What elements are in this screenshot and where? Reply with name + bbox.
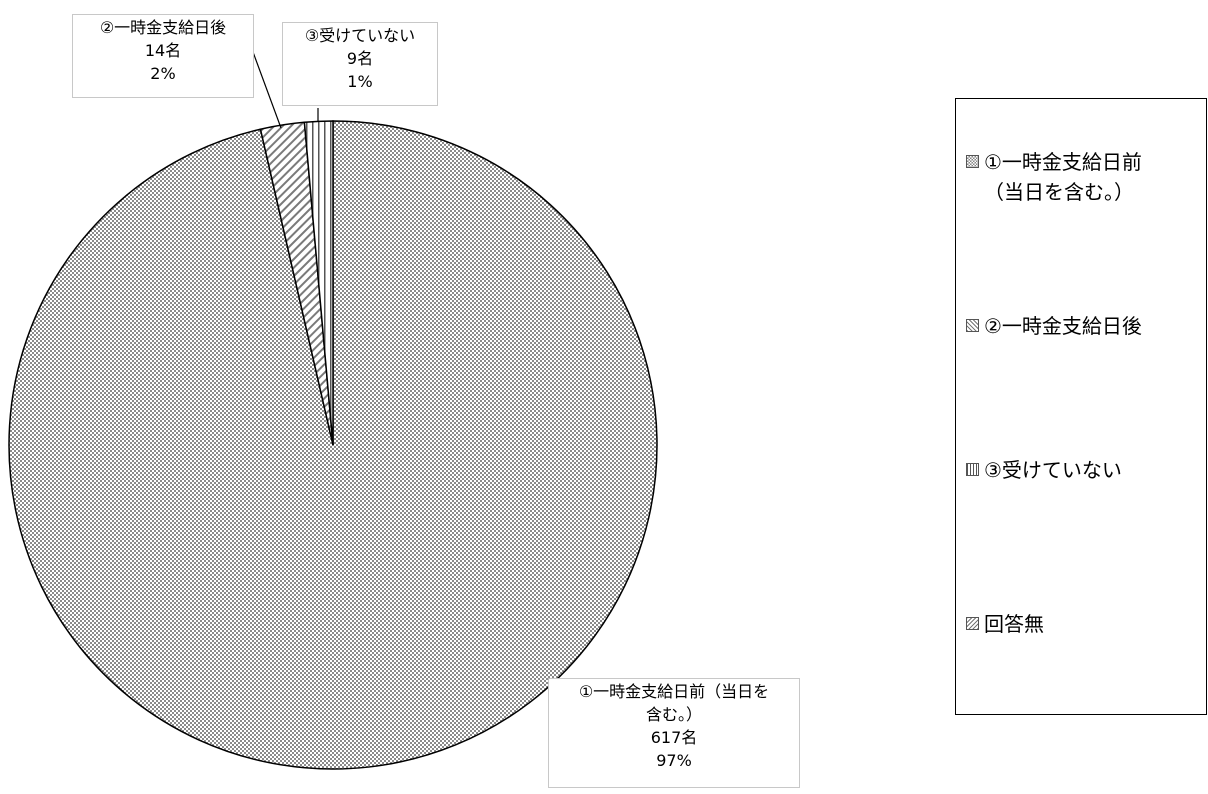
legend-swatch-4 — [966, 617, 979, 630]
pie-slice-3 — [303, 120, 334, 446]
legend-swatch-2 — [966, 319, 979, 332]
legend: ①一時金支給日前 （当日を含む。） ②一時金支給日後 ③受けていない 回答無 — [955, 98, 1207, 715]
data-label-slice-1: ①一時金支給日前（当日を 含む。） 617名 97% — [548, 678, 800, 788]
data-label-slice-2: ②一時金支給日後 14名 2% — [72, 14, 254, 98]
legend-swatch-1 — [966, 155, 979, 168]
legend-item-2: ②一時金支給日後 — [966, 311, 1142, 341]
legend-item-3: ③受けていない — [966, 455, 1122, 485]
legend-item-1: ①一時金支給日前 （当日を含む。） — [966, 147, 1142, 207]
leader-line-slice-2 — [252, 51, 282, 129]
legend-swatch-3 — [966, 463, 979, 476]
legend-item-4: 回答無 — [966, 609, 1044, 639]
data-label-slice-3: ③受けていない 9名 1% — [282, 22, 438, 106]
